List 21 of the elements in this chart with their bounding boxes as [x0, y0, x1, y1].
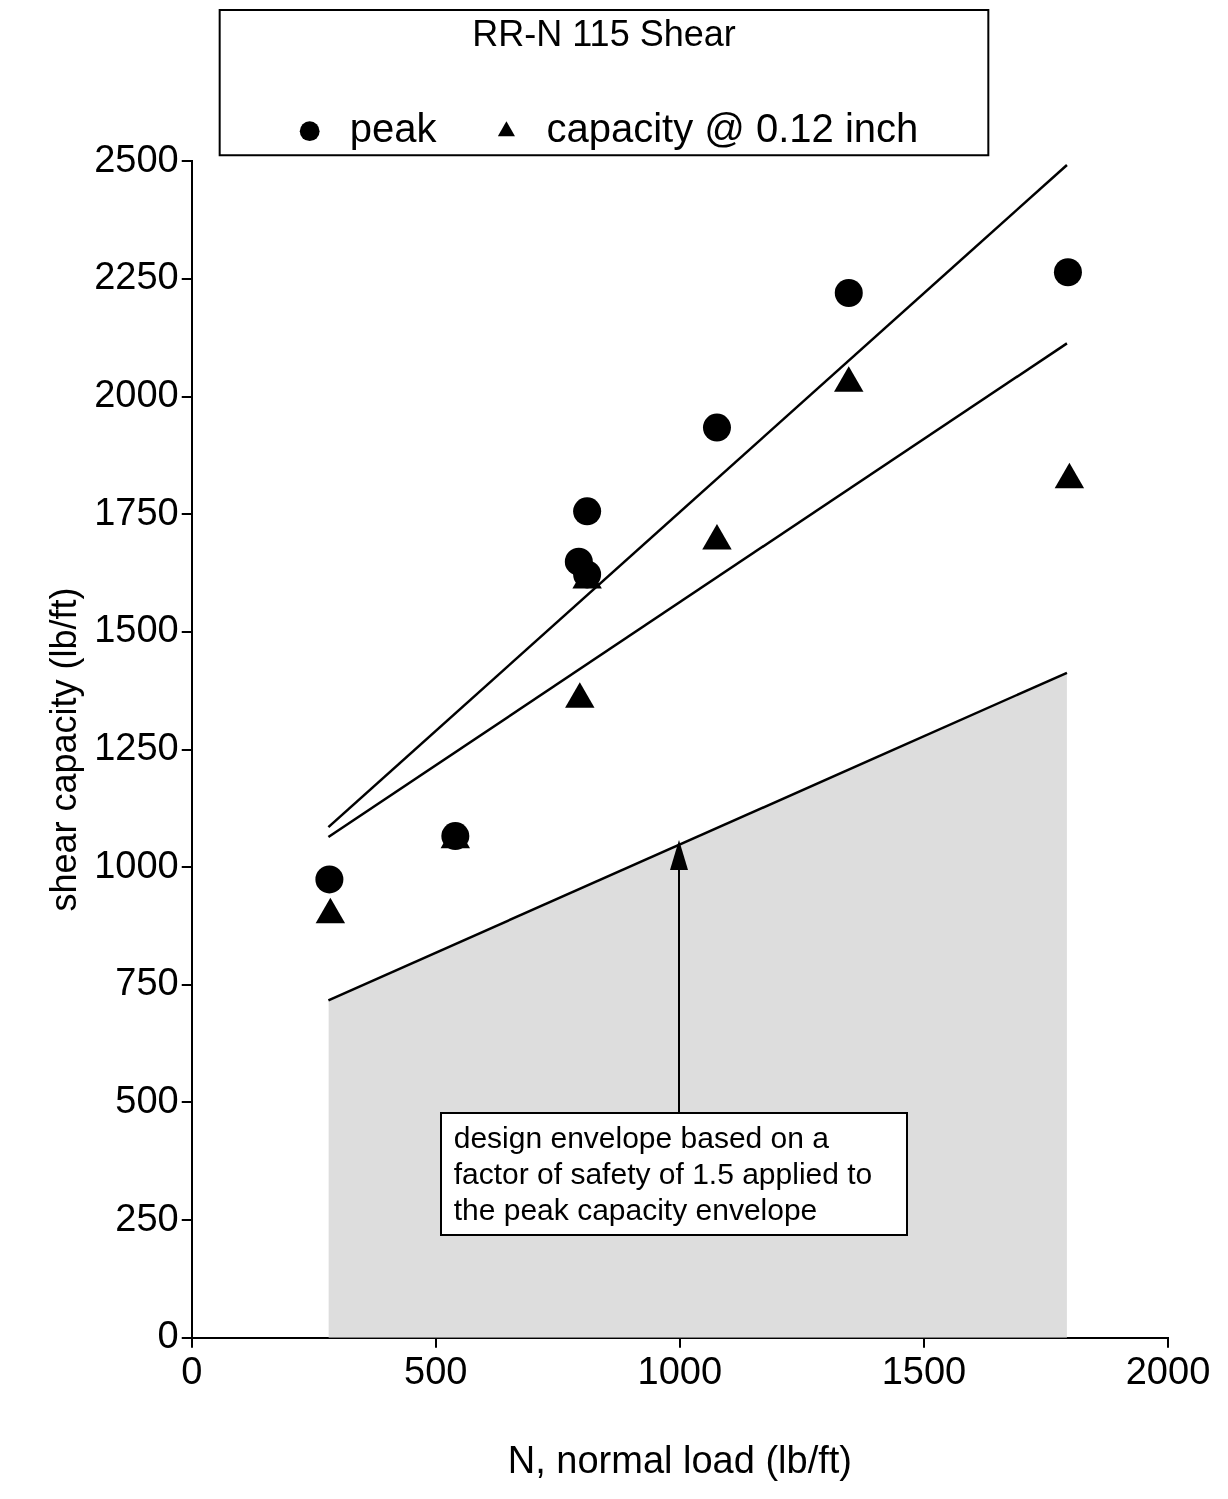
- y-tick-label: 1750: [94, 490, 179, 533]
- legend-label: capacity @ 0.12 inch: [546, 106, 919, 151]
- y-tick-label: 750: [115, 961, 179, 1004]
- annotation: design envelope based on a factor of safety of 1.5 applied to the peak capacity envelope: [439, 1111, 908, 1236]
- x-tick-label: 1500: [881, 1350, 967, 1393]
- y-tick-label: 1250: [94, 725, 179, 768]
- y-tick-label: 500: [115, 1078, 179, 1121]
- x-tick-label: 1000: [637, 1350, 723, 1393]
- legend-title: RR-N 115 Shear: [472, 12, 736, 54]
- x-tick-label: 500: [404, 1350, 468, 1393]
- x-axis-title: N, normal load (lb/ft): [507, 1438, 852, 1481]
- legend-label: peak: [349, 106, 438, 151]
- y-tick-label: 1000: [94, 843, 179, 886]
- y-tick-label: 2250: [94, 255, 179, 298]
- y-tick-label: 2000: [94, 373, 179, 415]
- y-tick-label: 250: [115, 1196, 179, 1239]
- y-tick-label: 2500: [94, 137, 179, 180]
- y-tick-label: 0: [157, 1314, 179, 1357]
- x-tick-label: 2000: [1125, 1350, 1211, 1393]
- y-tick-label: 1500: [94, 608, 179, 651]
- y-axis-title: shear capacity (lb/ft): [42, 587, 84, 912]
